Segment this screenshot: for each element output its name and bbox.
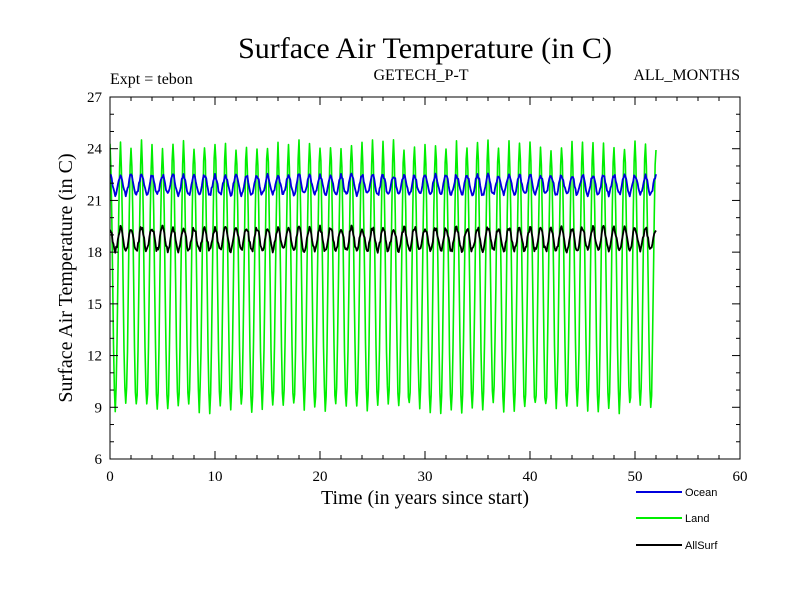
- x-tick-label: 30: [418, 469, 433, 485]
- y-tick-label: 12: [87, 349, 102, 365]
- subtitle-center: GETECH_P-T: [373, 67, 468, 84]
- series-line-land: [110, 138, 657, 415]
- legend-label-land: Land: [685, 513, 709, 525]
- chart-title: Surface Air Temperature (in C): [238, 32, 612, 65]
- series-line-allsurf: [110, 224, 657, 254]
- subtitle-right: ALL_MONTHS: [633, 67, 740, 84]
- x-axis-label: Time (in years since start): [321, 487, 529, 509]
- subtitle-left: Expt = tebon: [110, 71, 193, 88]
- x-tick-label: 40: [523, 469, 538, 485]
- legend: Ocean Land AllSurf: [636, 487, 718, 552]
- y-tick-label: 15: [87, 297, 102, 313]
- y-tick-label: 9: [95, 400, 103, 416]
- series-layer: [110, 138, 657, 415]
- x-tick-label: 50: [628, 469, 643, 485]
- x-tick-label: 20: [313, 469, 328, 485]
- y-tick-label: 27: [87, 90, 103, 106]
- x-tick-label: 0: [106, 469, 114, 485]
- y-tick-label: 6: [95, 452, 103, 468]
- y-tick-label: 24: [87, 142, 103, 158]
- plot-area: [109, 96, 741, 460]
- legend-label-allsurf: AllSurf: [685, 540, 718, 552]
- y-axis: 6 9 12 15 18 21 24 27: [87, 90, 740, 468]
- y-tick-label: 21: [87, 193, 102, 209]
- y-axis-label: Surface Air Temperature (in C): [55, 153, 77, 402]
- series-line-ocean: [110, 172, 657, 198]
- x-axis: 0 10 20 30 40 50 60: [106, 97, 748, 485]
- y-tick-label: 18: [87, 245, 102, 261]
- x-tick-label: 10: [208, 469, 223, 485]
- legend-label-ocean: Ocean: [685, 487, 717, 499]
- x-tick-label: 60: [733, 469, 748, 485]
